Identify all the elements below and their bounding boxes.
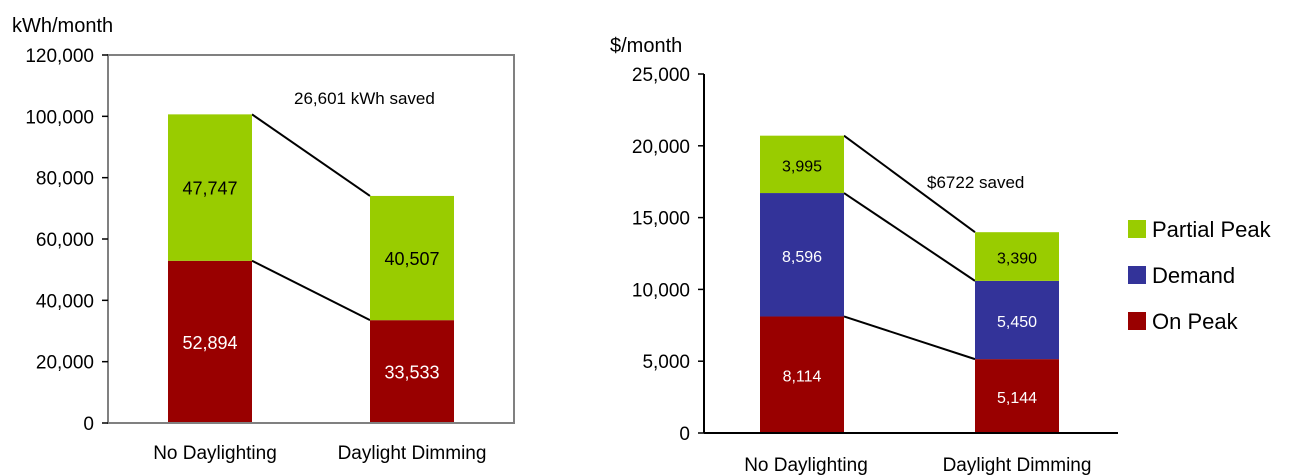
c2-bar-segment bbox=[760, 135, 844, 194]
c1-connector-line bbox=[251, 113, 371, 197]
c2-bar-segment bbox=[760, 316, 844, 433]
energy-chart: kWh/month 0 20,000 40,000 60,000 80,000 100,0… bbox=[12, 15, 515, 464]
c1-data-label: 52,894 bbox=[182, 333, 237, 353]
c2-data-label: 3,390 bbox=[997, 251, 1037, 268]
cost-chart: $/month 0 5,000 10,000 15,000 20,000 25,000 N… bbox=[610, 35, 1272, 476]
energy-savings-annotation: 26,601 kWh saved bbox=[294, 89, 435, 108]
cost-savings-annotation: $6722 saved bbox=[927, 173, 1024, 192]
cost-bars bbox=[760, 135, 1059, 433]
energy-y-axis-label: kWh/month bbox=[12, 15, 113, 37]
energy-connectors bbox=[251, 113, 371, 322]
c2-ytick-label: 25,000 bbox=[632, 65, 690, 86]
energy-x-ticks: No Daylighting Daylight Dimming bbox=[153, 443, 486, 464]
c2-category-label: No Daylighting bbox=[744, 455, 868, 476]
c2-ytick-label: 10,000 bbox=[632, 280, 690, 301]
c1-bar-segment bbox=[370, 195, 454, 321]
c2-connector-line bbox=[843, 192, 976, 282]
c2-connector-line bbox=[843, 315, 976, 361]
c1-ytick-label: 120,000 bbox=[25, 46, 94, 67]
legend-entry: Demand bbox=[1152, 263, 1235, 288]
cost-legend: Partial Peak Demand On Peak bbox=[1128, 217, 1272, 334]
c2-ytick-label: 20,000 bbox=[632, 137, 690, 158]
c1-ytick-label: 100,000 bbox=[25, 107, 94, 128]
c1-bar-segment bbox=[370, 320, 454, 423]
legend-entry: Partial Peak bbox=[1152, 217, 1272, 242]
energy-bars bbox=[168, 114, 454, 423]
c1-ytick-label: 0 bbox=[83, 414, 94, 435]
legend-swatch bbox=[1128, 266, 1146, 284]
c2-ytick-label: 15,000 bbox=[632, 209, 690, 230]
cost-y-axis-label: $/month bbox=[610, 35, 682, 57]
c2-data-label: 5,144 bbox=[997, 390, 1037, 407]
c2-data-label: 8,114 bbox=[783, 369, 822, 386]
c1-data-label: 40,507 bbox=[384, 249, 439, 269]
energy-y-ticks: 0 20,000 40,000 60,000 80,000 100,000 120,000 bbox=[25, 46, 108, 435]
cost-annotation-clip: $6722 saved bbox=[927, 173, 1024, 192]
cost-data-labels: 8,114 8,596 3,995 5,144 5,450 3,390 bbox=[782, 158, 1037, 407]
cost-x-ticks: No Daylighting Daylight Dimming bbox=[744, 455, 1091, 476]
c2-data-label: 3,995 bbox=[782, 158, 822, 175]
c1-data-label: 33,533 bbox=[384, 363, 439, 383]
cost-axes bbox=[703, 74, 1118, 434]
c2-connector-line bbox=[843, 134, 976, 233]
c1-ytick-label: 40,000 bbox=[36, 291, 94, 312]
c2-data-label: 5,450 bbox=[997, 314, 1037, 331]
c1-connector-line bbox=[251, 259, 371, 322]
c1-ytick-label: 60,000 bbox=[36, 230, 94, 251]
c2-category-label: Daylight Dimming bbox=[943, 455, 1092, 476]
c2-bar-segment bbox=[760, 193, 844, 317]
c2-ytick-label: 5,000 bbox=[642, 352, 690, 373]
c1-bar-segment bbox=[168, 114, 252, 261]
legend-entry: On Peak bbox=[1152, 309, 1239, 334]
legend-swatch bbox=[1128, 220, 1146, 238]
legend-swatch bbox=[1128, 312, 1146, 330]
c2-data-label: 8,596 bbox=[782, 249, 822, 266]
energy-data-labels: 52,894 47,747 33,533 40,507 bbox=[182, 179, 439, 383]
c2-bar-segment bbox=[975, 359, 1059, 433]
c1-bar-segment bbox=[168, 260, 252, 423]
cost-y-ticks: 0 5,000 10,000 15,000 20,000 25,000 bbox=[632, 65, 704, 445]
c1-ytick-label: 80,000 bbox=[36, 169, 94, 190]
c1-category-label: No Daylighting bbox=[153, 443, 277, 464]
c1-category-label: Daylight Dimming bbox=[338, 443, 487, 464]
energy-annotation-clip: 26,601 kWh saved bbox=[294, 89, 435, 108]
c2-ytick-label: 0 bbox=[679, 424, 690, 445]
cost-connectors bbox=[843, 134, 976, 361]
c2-bar-segment bbox=[975, 232, 1059, 281]
c1-data-label: 47,747 bbox=[182, 179, 237, 199]
c1-ytick-label: 20,000 bbox=[36, 353, 94, 374]
c2-bar-segment bbox=[975, 280, 1059, 360]
